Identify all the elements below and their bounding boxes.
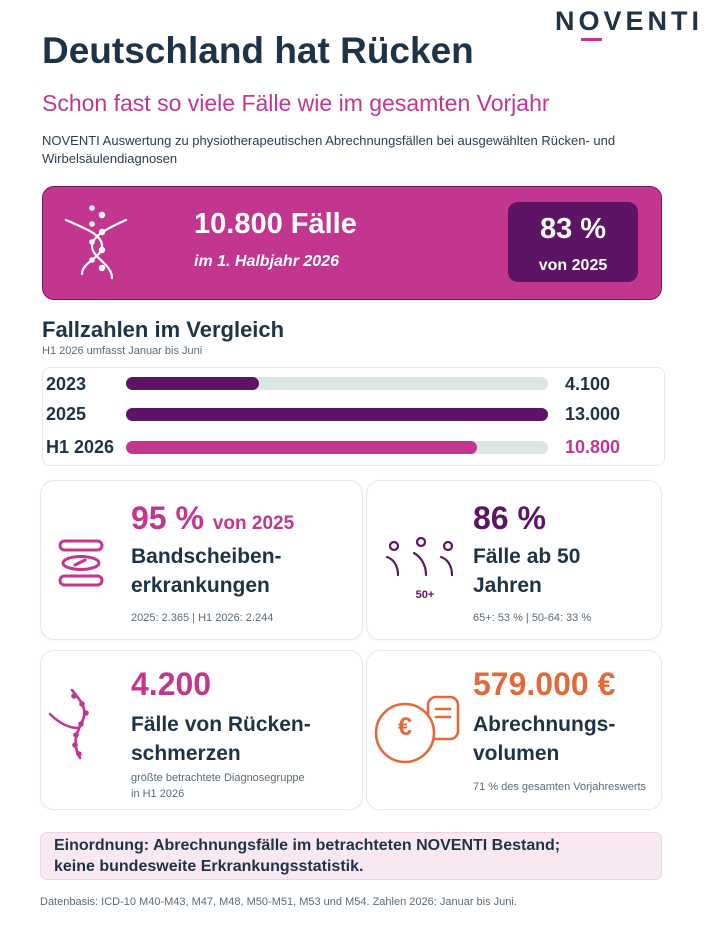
bar-label-h1-2026: H1 2026 — [46, 437, 115, 457]
hero-case-count: 10.800 Fälle — [194, 208, 357, 240]
hero-percent-label: von 2025 — [538, 257, 608, 274]
context-note: Einordnung: Abrechnungsfälle im betracht… — [54, 835, 654, 877]
bar-value-2025: 13.000 — [565, 404, 621, 424]
logo-text-end: VENTI — [603, 6, 704, 36]
spine-icon — [64, 205, 128, 280]
card-age — [366, 480, 662, 640]
card-disc-heading-line2: erkrankungen — [131, 574, 270, 597]
card-backpain-stat: 4.200 — [131, 666, 212, 702]
card-age-stat: 86 % — [473, 500, 546, 536]
card-backpain-note: größte betrachtete Diagnosegruppe in H1 2… — [131, 770, 305, 802]
card-volume-heading-line1: Abrechnungs- — [473, 713, 616, 736]
card-backpain-note-line1: größte betrachtete Diagnosegruppe — [131, 772, 305, 784]
card-backpain-heading: Fälle von Rücken-schmerzen — [131, 710, 311, 768]
age-icon-label: 50+ — [415, 589, 435, 601]
card-backpain-note-line2: in H1 2026 — [131, 788, 185, 800]
comparison-title: Fallzahlen im Vergleich — [42, 317, 285, 342]
euro-icon-symbol: € — [398, 713, 412, 741]
people-age-icon — [385, 536, 454, 577]
bar-fill-2023 — [126, 377, 259, 390]
logo-underline — [580, 38, 602, 41]
comparison-note: H1 2026 umfasst Januar bis Juni — [42, 345, 203, 357]
euro-invoice-icon — [374, 695, 460, 764]
spinal-disc-icon — [58, 539, 104, 587]
card-disc-heading: Bandscheiben-erkrankungen — [131, 542, 282, 600]
card-disc-note: 2025: 2.365 | H1 2026: 2.244 — [131, 612, 274, 624]
page-title: Deutschland hat Rücken — [42, 30, 474, 71]
logo-o: O — [578, 6, 604, 41]
hero-percent-box — [508, 202, 638, 282]
context-note-box — [40, 832, 662, 880]
noventi-logo: NO VENTI — [555, 6, 704, 41]
back-pain-icon — [48, 688, 89, 760]
card-disc-stat: 95 % von 2025 — [131, 500, 294, 537]
card-age-note: 65+: 53 % | 50-64: 33 % — [473, 612, 592, 624]
bar-fill-2025 — [126, 408, 548, 421]
card-disc-heading-line1: Bandscheiben- — [131, 545, 282, 568]
bar-label-2025: 2025 — [46, 404, 87, 424]
data-source-footer: Datenbasis: ICD-10 M40-M43, M47, M48, M5… — [40, 896, 517, 908]
card-age-heading: Fälle ab 50 Jahren — [473, 542, 580, 600]
intro-text: NOVENTI Auswertung zu physiotherapeutisc… — [42, 133, 616, 166]
card-age-heading-line2: Jahren — [473, 574, 542, 597]
card-volume-stat: 579.000 € — [473, 666, 616, 702]
hero-percent: 83 % — [539, 213, 607, 245]
logo-text-o: O — [578, 6, 604, 36]
card-backpain — [40, 650, 363, 810]
hero-period: im 1. Halbjahr 2026 — [194, 253, 339, 270]
card-volume-heading-line2: volumen — [473, 742, 560, 765]
card-volume-heading: Abrechnungs-volumen — [473, 710, 615, 768]
page-subtitle: Schon fast so viele Fälle wie im gesamte… — [42, 90, 550, 116]
card-disc-stat-suffix: von 2025 — [212, 513, 295, 534]
card-age-heading-line1: Fälle ab 50 — [473, 545, 581, 568]
bar-value-2023: 4.100 — [565, 374, 611, 394]
bar-value-h1-2026: 10.800 — [565, 437, 621, 457]
card-disc-percent: 95 % — [131, 500, 204, 536]
bar-label-2023: 2023 — [46, 374, 87, 394]
card-backpain-heading-line1: Fälle von Rücken- — [131, 713, 311, 736]
context-note-line1: Einordnung: Abrechnungsfälle im betracht… — [54, 837, 561, 854]
card-backpain-heading-line2: schmerzen — [131, 742, 241, 765]
card-volume-note: 71 % des gesamten Vorjahreswerts — [473, 781, 647, 793]
context-note-line2: keine bundesweite Erkrankungsstatistik. — [54, 858, 364, 875]
logo-text-start: N — [555, 6, 579, 36]
bar-fill-h1-2026 — [126, 441, 477, 454]
